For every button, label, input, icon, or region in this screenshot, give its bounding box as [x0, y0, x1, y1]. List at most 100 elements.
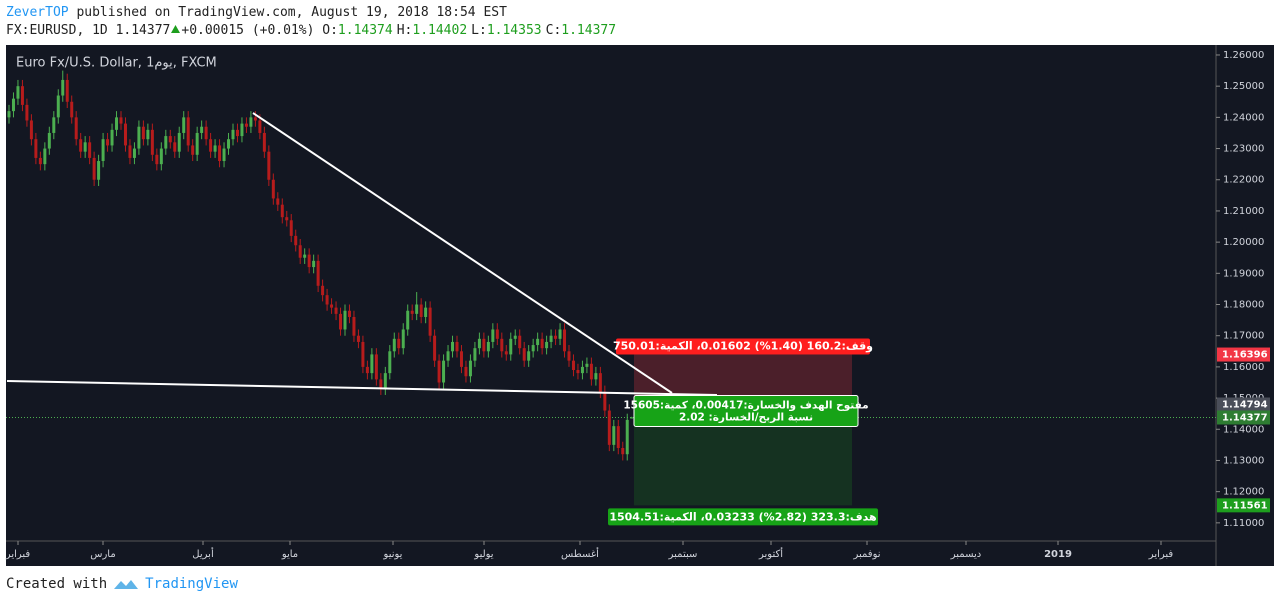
- candle-body: [451, 341, 455, 352]
- x-tick-label: ديسمبر: [950, 549, 981, 560]
- candle-body: [101, 139, 105, 162]
- candle-body: [20, 86, 24, 105]
- price-label: 1.14377: [1222, 413, 1268, 424]
- x-tick-label: أبريل: [192, 547, 214, 560]
- candle-body: [168, 136, 172, 143]
- ohlc-value: 1.14402: [412, 23, 468, 38]
- candle-body: [65, 79, 69, 102]
- ratio-label: نسبة الربح/الخسارة: 2.02: [679, 412, 813, 424]
- y-tick-label: 1.19000: [1223, 268, 1264, 279]
- candle-body: [598, 373, 602, 392]
- candle-body: [589, 363, 593, 380]
- candle-body: [500, 338, 504, 352]
- candle-body: [580, 366, 584, 374]
- candle-body: [173, 142, 177, 152]
- logo: [114, 580, 139, 589]
- candle-body: [159, 148, 163, 165]
- header-line: ZeverTOP published on TradingView.com, A…: [6, 5, 507, 20]
- candle-body: [491, 329, 495, 342]
- candle-body: [554, 335, 558, 339]
- candle-body: [383, 373, 387, 389]
- y-tick-label: 1.18000: [1223, 300, 1264, 311]
- candle-body: [182, 117, 186, 133]
- candle-body: [374, 354, 378, 380]
- x-tick-label: يونيو: [383, 549, 403, 560]
- candle-body: [522, 348, 526, 361]
- candle-body: [128, 145, 132, 158]
- candle-body: [276, 198, 280, 205]
- candle-body: [298, 245, 302, 258]
- candle-body: [370, 354, 374, 374]
- candle-body: [459, 351, 463, 367]
- y-tick-label: 1.20000: [1223, 237, 1264, 248]
- candle-body: [603, 391, 607, 411]
- candle-body: [419, 304, 423, 317]
- symbol-line: FX:EURUSD, 1D 1.14377 +0.00015 (+0.01%) O…: [6, 23, 620, 38]
- candle-body: [249, 117, 253, 127]
- ohlc-value: 1.14353: [486, 23, 542, 38]
- candle-body: [410, 310, 414, 314]
- brand[interactable]: TradingView: [145, 576, 238, 592]
- candle-body: [334, 307, 338, 314]
- author[interactable]: ZeverTOP: [6, 5, 69, 20]
- x-tick-label: نوفمبر: [852, 549, 880, 560]
- y-tick-label: 1.23000: [1223, 144, 1264, 155]
- candle-body: [527, 351, 531, 361]
- stop-label: وقف:160.2 (1.40%) 0.01602، الكمية:750.01: [613, 340, 873, 353]
- candle-body: [321, 285, 325, 296]
- candle-body: [464, 366, 468, 377]
- candle-body: [356, 335, 360, 342]
- candle-body: [141, 126, 145, 140]
- chart-bg: [6, 45, 1274, 566]
- arrow-shape: [171, 25, 181, 33]
- candle-body: [79, 139, 83, 152]
- candle-body: [177, 132, 181, 152]
- y-tick-label: 1.13000: [1223, 455, 1264, 466]
- candle-body: [25, 104, 29, 121]
- footer: Created with TradingView: [6, 576, 238, 592]
- candle-body: [262, 132, 266, 152]
- change: +0.00015 (+0.01%): [181, 23, 315, 38]
- candle-body: [29, 120, 33, 140]
- candle-body: [285, 217, 289, 221]
- y-tick-label: 1.22000: [1223, 175, 1264, 186]
- y-tick-label: 1.21000: [1223, 206, 1264, 217]
- candle-body: [549, 335, 553, 342]
- candle-body: [191, 145, 195, 155]
- x-tick-label: أكتوبر: [758, 547, 783, 560]
- candle-body: [513, 335, 517, 339]
- candle-body: [392, 338, 396, 352]
- y-tick-label: 1.26000: [1223, 50, 1264, 61]
- candle-body: [545, 341, 549, 349]
- candle-body: [433, 335, 437, 361]
- candle-body: [347, 310, 351, 317]
- candle-body: [455, 341, 459, 352]
- candle-body: [352, 316, 356, 336]
- candle-body: [330, 304, 334, 308]
- candle-body: [442, 360, 446, 383]
- candle-body: [213, 145, 217, 152]
- logo-shape: [114, 580, 139, 589]
- x-tick-label: فبراير: [5, 549, 31, 560]
- candle-body: [567, 351, 571, 361]
- candle-body: [70, 101, 74, 118]
- ohlc-value: 1.14377: [561, 23, 617, 38]
- candle-body: [446, 351, 450, 361]
- price-label: 1.14794: [1222, 400, 1268, 411]
- candles: [7, 70, 634, 461]
- candle-body: [7, 111, 11, 118]
- candle-body: [343, 310, 347, 330]
- candle-body: [316, 260, 320, 286]
- candle-body: [11, 98, 15, 112]
- x-tick-label: مايو: [281, 549, 298, 560]
- candle-body: [74, 117, 78, 140]
- candle-body: [16, 86, 20, 99]
- candle-body: [585, 363, 589, 367]
- candle-body: [540, 338, 544, 349]
- candle-body: [88, 142, 92, 158]
- candle-body: [110, 129, 114, 146]
- stop-label-box: [616, 338, 870, 355]
- x-tick-label: 2019: [1044, 549, 1072, 560]
- entry-label: مفتوح الهدف والخسارة:0.00417، كمية:15605: [623, 400, 868, 412]
